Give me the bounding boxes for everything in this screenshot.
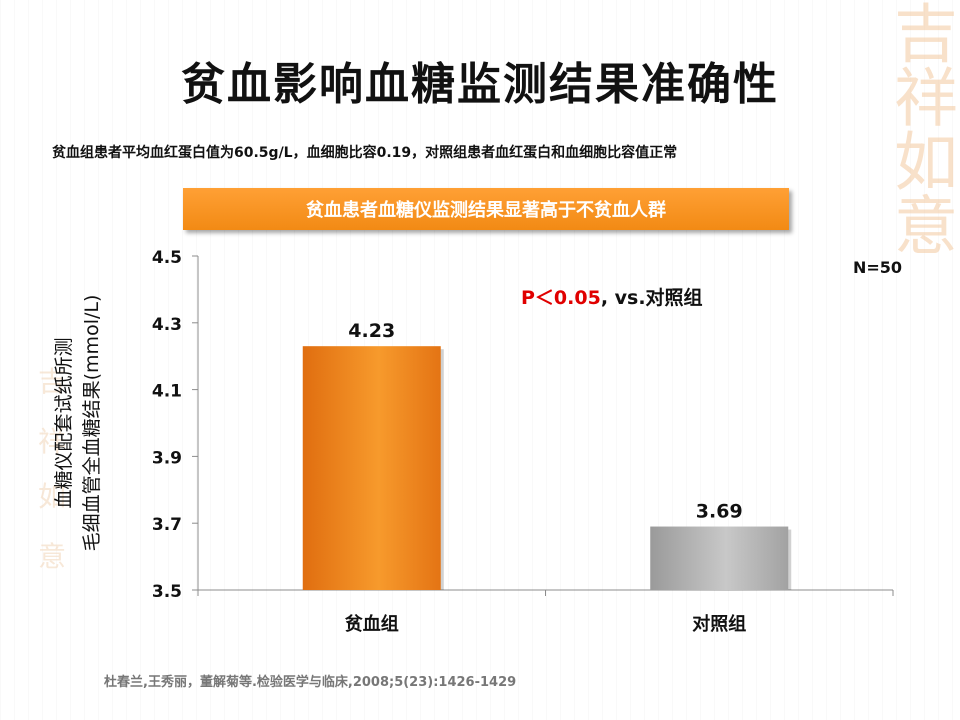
y-tick-label: 3.7 <box>152 515 182 535</box>
sample-size-label: N=50 <box>853 258 902 277</box>
bar-control <box>650 526 789 590</box>
y-tick-label: 4.5 <box>152 248 182 268</box>
p-value-annotation: P＜0.05, vs.对照组 <box>521 286 703 309</box>
y-axis-label-line-2: 毛细血管全血糖结果(mmol/L) <box>81 295 103 552</box>
y-axis-label-line-1: 血糖仪配套试纸所测 <box>53 337 75 508</box>
y-tick-label: 4.1 <box>152 382 182 402</box>
highlight-banner: 贫血患者血糖仪监测结果显著高于不贫血人群 <box>183 188 789 230</box>
chart-bars <box>302 346 792 590</box>
data-label: 3.69 <box>696 501 743 523</box>
chart-labels: 3.5 3.7 3.9 4.1 4.3 4.5 4.23 贫血组 3.69 对照组 <box>152 248 746 635</box>
data-label: 4.23 <box>348 320 395 342</box>
comparison-text: , vs.对照组 <box>601 286 703 309</box>
citation: 杜春兰,王秀丽，董解菊等.检验医学与临床,2008;5(23):1426-142… <box>104 675 517 690</box>
x-category-label: 贫血组 <box>345 613 399 635</box>
y-tick-label: 3.9 <box>152 448 182 468</box>
page-title: 贫血影响血糖监测结果准确性 <box>181 59 779 110</box>
subtitle: 贫血组患者平均血红蛋白值为60.5g/L，血细胞比容0.19，对照组患者血红蛋白… <box>52 145 678 161</box>
p-value: P＜0.05 <box>521 287 601 309</box>
y-tick-label: 3.5 <box>152 582 182 602</box>
x-category-label: 对照组 <box>692 613 746 635</box>
bar-anemia <box>302 346 441 590</box>
y-tick-label: 4.3 <box>152 315 182 335</box>
